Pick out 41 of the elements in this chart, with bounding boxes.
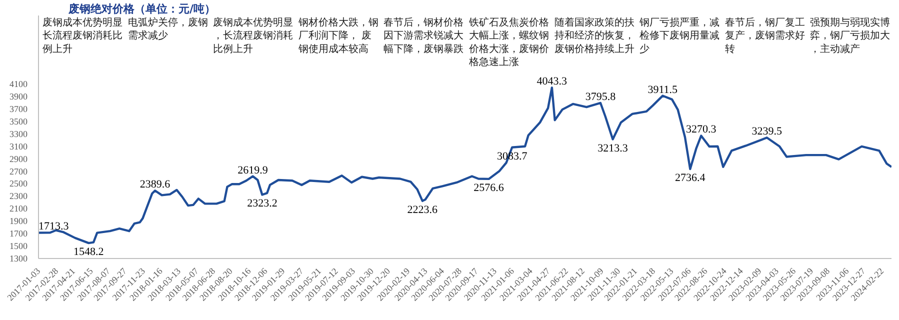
y-tick-label: 1500: [10, 241, 28, 252]
y-tick-label: 2500: [10, 178, 28, 189]
y-tick-label: 3100: [10, 141, 28, 152]
y-tick-label: 1700: [10, 228, 28, 239]
annotation: 2619.9: [238, 164, 268, 176]
annotation: 1548.2: [74, 246, 104, 258]
annotation: 春节后，钢材价格因下游需求锐减大幅下降，废钢暴跌: [384, 16, 464, 55]
annotation: 2576.6: [474, 182, 504, 194]
annotation: 春节后，钢厂复工复产，废钢需求好转: [724, 16, 805, 55]
y-tick-label: 1300: [10, 254, 28, 264]
annotation: 3239.5: [752, 126, 782, 138]
annotation: 2389.6: [140, 178, 171, 191]
annotation: 2736.4: [675, 172, 706, 184]
y-tick-label: 4100: [10, 79, 28, 90]
annotation: 随着国家政策的扶持和经济的恢复，废钢价格持续上升: [554, 16, 634, 55]
annotation: 废钢成本优势明显长流程废钢消耗比例上升: [42, 16, 122, 55]
annotation: 1713.3: [38, 220, 70, 233]
y-tick-label: 2300: [10, 191, 28, 202]
annotation: 3911.5: [648, 84, 678, 96]
y-tick-label: 3700: [10, 104, 28, 114]
annotation: 3795.8: [585, 90, 616, 103]
annotation: 钢材价格大跌，钢厂利润下降， 废钢使用成本较高: [297, 16, 378, 55]
y-tick-label: 2700: [10, 166, 28, 176]
annotation: 铁矿石及焦炭价格大幅上涨，螺纹钢价格大涨，废钢价格急速上涨: [468, 16, 549, 68]
line-series: [38, 86, 892, 244]
annotation: 2223.6: [407, 204, 438, 216]
annotation: 3270.3: [686, 124, 717, 136]
y-tick-label: 2100: [10, 204, 28, 214]
annotation: 电弧炉关停，废钢需求减少: [128, 16, 208, 42]
annotation: 钢厂亏损严重，减检修下废钢用量减少: [638, 16, 720, 55]
y-tick-label: 3300: [10, 128, 28, 139]
y-tick-label: 3900: [10, 92, 28, 102]
annotation: 废钢成本优势明显，长流程废钢消耗比例上升: [213, 16, 294, 55]
annotation: 2323.2: [247, 198, 278, 210]
y-tick-label: 2900: [10, 154, 28, 164]
y-tick-label: 3500: [10, 116, 28, 126]
annotation: 强预期与弱现实博弈，钢厂亏损加大，主动减产: [810, 16, 890, 55]
annotation: 4043.3: [536, 76, 568, 88]
y-tick-label: 1900: [10, 216, 28, 226]
annotation: 3213.3: [598, 142, 628, 154]
chart-title: 废钢绝对价格（单位：元/吨）: [68, 2, 216, 16]
